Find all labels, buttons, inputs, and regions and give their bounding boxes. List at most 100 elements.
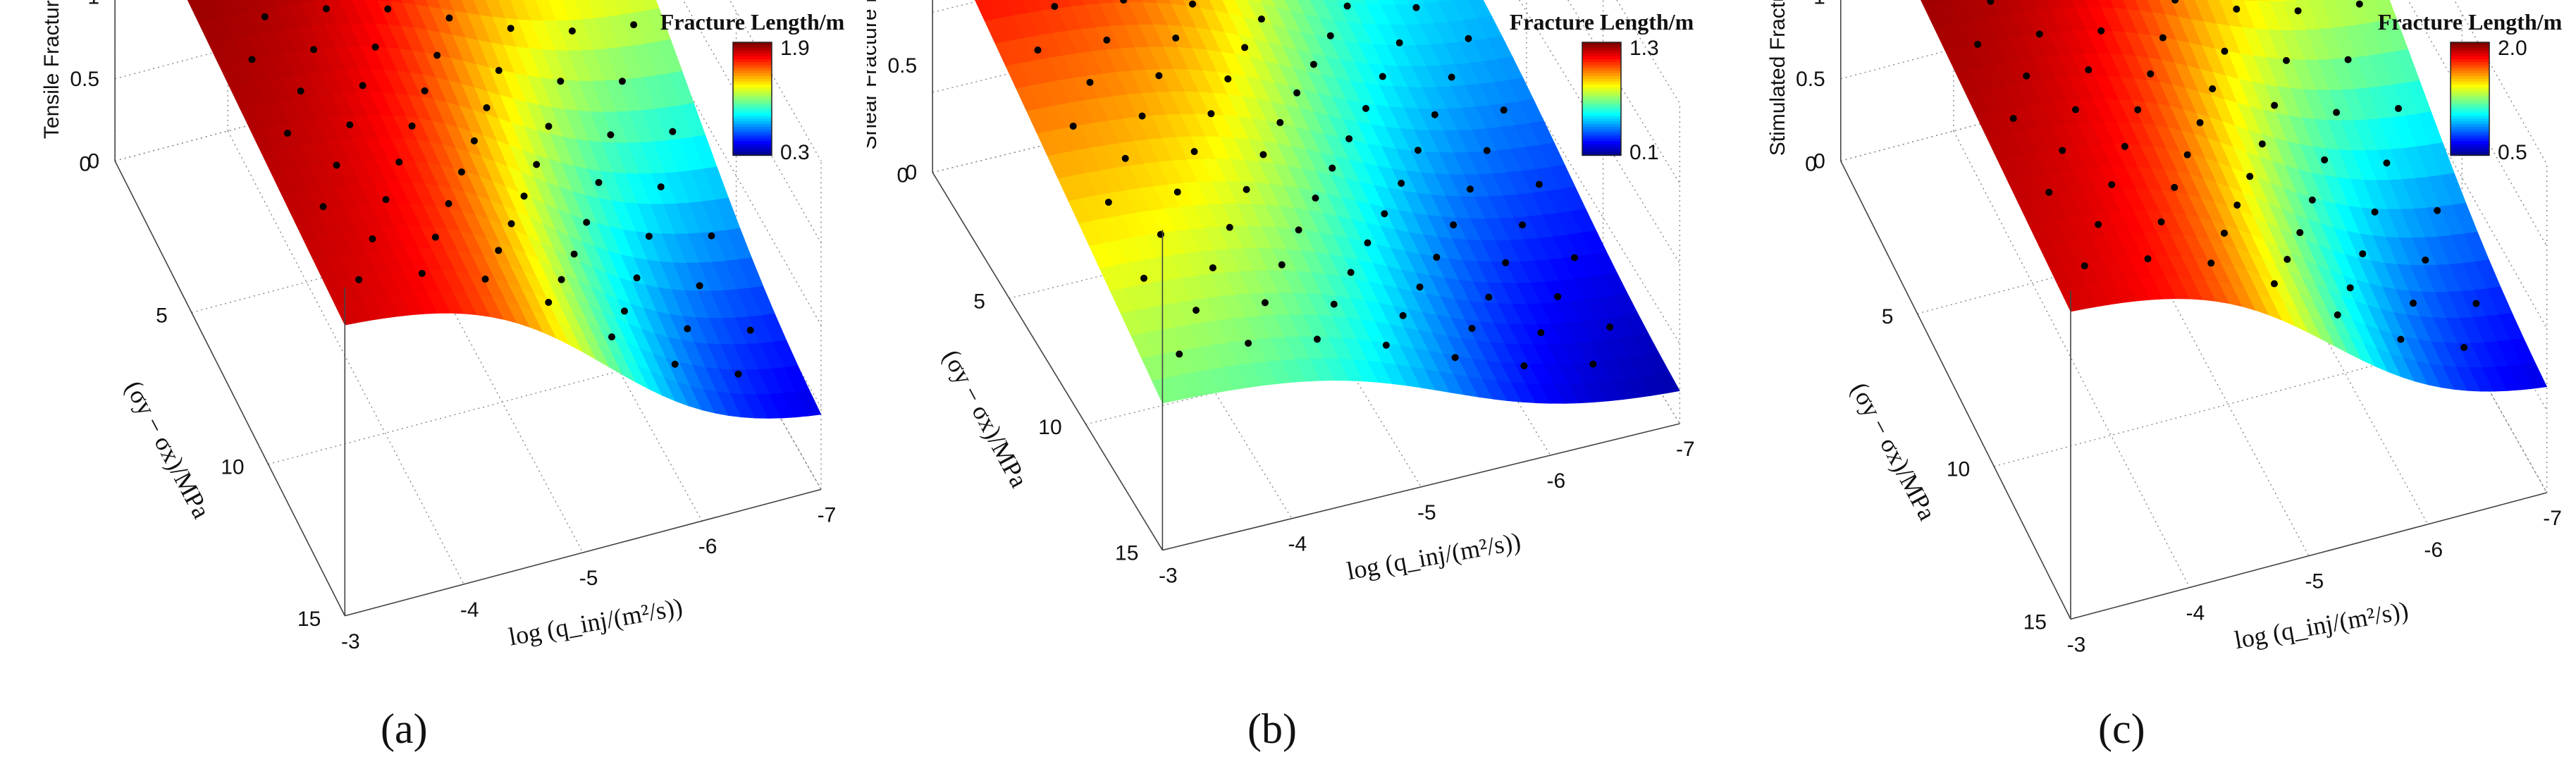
box-edge bbox=[114, 160, 346, 617]
colorbar-segment bbox=[2451, 149, 2489, 154]
sample-point bbox=[310, 46, 318, 54]
z-axis-label: Shear Fracture Length / m bbox=[867, 0, 881, 150]
sample-point bbox=[1589, 360, 1597, 368]
sample-point bbox=[1189, 0, 1197, 8]
z-tick-label: 0 bbox=[87, 149, 99, 173]
sample-point bbox=[734, 370, 742, 378]
colorbar-segment bbox=[733, 96, 772, 100]
z-axis-label: Stimulated Fracture Length / m bbox=[1766, 0, 1789, 156]
x-ticks: -3 -4 -5 -6 -7 bbox=[2067, 507, 2562, 656]
x-tick-label: -7 bbox=[1676, 438, 1695, 461]
x-tick-label: -4 bbox=[1288, 533, 1307, 556]
sample-point bbox=[433, 51, 441, 59]
colorbar-segment bbox=[1582, 85, 1621, 89]
colorbar-segment bbox=[733, 51, 772, 55]
colorbar-segment bbox=[733, 68, 772, 72]
colorbar-segment bbox=[2451, 76, 2489, 80]
colorbar-segment bbox=[1582, 99, 1621, 103]
colorbar-segment bbox=[1582, 48, 1621, 52]
sample-point bbox=[1243, 185, 1250, 193]
sample-point bbox=[1399, 312, 1407, 319]
sample-point bbox=[671, 360, 679, 368]
y-tick-label: 15 bbox=[297, 608, 321, 631]
z-tick-label: 0.5 bbox=[70, 68, 99, 91]
sample-point bbox=[1450, 221, 1458, 229]
y-tick-label: 5 bbox=[973, 290, 985, 313]
sample-point bbox=[520, 192, 528, 200]
sample-point bbox=[1468, 324, 1476, 332]
colorbar-segment bbox=[2451, 135, 2489, 140]
colorbar-segment bbox=[2451, 42, 2489, 47]
sample-point bbox=[669, 128, 677, 135]
sample-point bbox=[1312, 194, 1319, 202]
colorbar-segment bbox=[1582, 141, 1621, 145]
colorbar-segment bbox=[733, 73, 772, 78]
sample-point bbox=[369, 235, 376, 242]
colorbar-segment bbox=[733, 135, 772, 140]
x-tick-label: -3 bbox=[1159, 565, 1178, 588]
sample-point bbox=[2134, 106, 2142, 113]
z-tick-label: 0 bbox=[906, 161, 918, 185]
sample-point bbox=[2271, 101, 2279, 109]
sample-point bbox=[1416, 283, 1424, 291]
sample-point bbox=[507, 220, 515, 228]
sample-point bbox=[1381, 210, 1388, 218]
x-tick-label: -5 bbox=[579, 567, 598, 590]
colorbar-segment bbox=[2451, 73, 2489, 78]
sample-point bbox=[557, 276, 565, 283]
sample-point bbox=[1103, 36, 1111, 44]
sample-point bbox=[1485, 293, 1493, 301]
x-tick-label: -7 bbox=[818, 503, 837, 526]
colorbar-segment bbox=[733, 59, 772, 63]
colorbar-segment bbox=[2451, 104, 2489, 109]
colorbar-segment bbox=[2451, 101, 2489, 106]
sample-point bbox=[2221, 47, 2229, 55]
colorbar-segment bbox=[1582, 87, 1621, 92]
sample-point bbox=[2207, 259, 2215, 267]
colorbar-segment bbox=[733, 141, 772, 145]
colorbar-segment bbox=[733, 65, 772, 69]
sample-point bbox=[1051, 3, 1059, 11]
colorbar-min-label: 0.1 bbox=[1629, 141, 1659, 164]
sample-point bbox=[1412, 4, 1420, 11]
colorbar-segment bbox=[2451, 56, 2489, 61]
sample-point bbox=[1343, 2, 1351, 10]
colorbar-segment bbox=[1582, 82, 1621, 86]
x-ticks: -3 -4 -5 -6 -7 bbox=[341, 503, 836, 653]
colorbar-segment bbox=[2451, 45, 2489, 49]
colorbar-min-label: 0.5 bbox=[2498, 141, 2527, 164]
sample-point bbox=[382, 196, 390, 204]
sample-point bbox=[2085, 66, 2093, 74]
box-edges bbox=[114, 0, 822, 617]
sample-point bbox=[1465, 35, 1472, 42]
sample-point bbox=[1347, 269, 1355, 276]
colorbar-segment bbox=[2451, 68, 2489, 72]
sample-point bbox=[481, 276, 489, 283]
colorbar-segment bbox=[2451, 144, 2489, 148]
sample-point bbox=[1224, 75, 1232, 82]
sample-point bbox=[2422, 256, 2429, 264]
colorbar-segment bbox=[1582, 101, 1621, 106]
sample-point bbox=[1345, 135, 1353, 142]
colorbar-segment bbox=[2451, 152, 2489, 156]
sample-point bbox=[708, 232, 715, 240]
box-edge bbox=[2070, 492, 2547, 620]
sample-point bbox=[2023, 72, 2030, 80]
colorbar-segment bbox=[733, 82, 772, 86]
colorbar-segment bbox=[2451, 70, 2489, 75]
sample-point bbox=[1309, 61, 1317, 68]
sample-point bbox=[1241, 44, 1249, 51]
surface bbox=[1921, 0, 2548, 392]
colorbar-segment bbox=[2451, 133, 2489, 137]
y-axis-label: (σy − σx)/MPa bbox=[1846, 378, 1942, 525]
surface-patch bbox=[1654, 371, 1680, 394]
colorbar-segment bbox=[1582, 76, 1621, 80]
sample-point bbox=[2334, 311, 2341, 319]
x-tick-label: -5 bbox=[2305, 570, 2324, 593]
colorbar-segment bbox=[1582, 70, 1621, 75]
sample-point bbox=[1330, 300, 1338, 308]
colorbar-segment bbox=[733, 147, 772, 151]
colorbar-segment bbox=[1582, 68, 1621, 72]
sample-point bbox=[2220, 229, 2228, 237]
